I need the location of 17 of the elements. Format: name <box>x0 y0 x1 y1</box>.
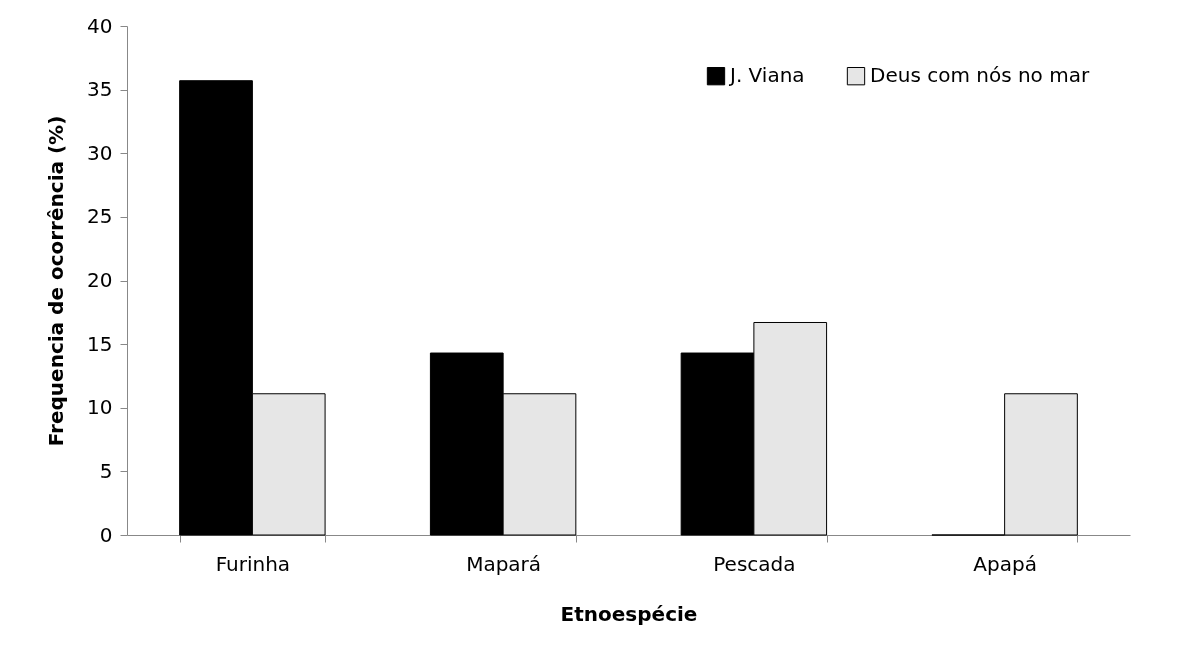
y-tick-label: 5 <box>99 458 113 483</box>
y-tick-label: 20 <box>87 268 113 292</box>
y-tick-label: 10 <box>87 395 113 420</box>
y-tick-label: 40 <box>87 13 113 38</box>
y-tick-label: 15 <box>87 331 113 356</box>
y-tick-label: 35 <box>87 77 113 102</box>
y-axis-title: Frequencia de ocorrência (%) <box>44 115 69 447</box>
y-tick-label: 30 <box>87 140 113 165</box>
x-tick-label: Apapá <box>973 551 1037 576</box>
legend-label: J. Viana <box>728 63 805 88</box>
x-axis-title: Etnoespécie <box>560 601 698 626</box>
y-tick-label: 0 <box>99 522 113 547</box>
y-tick-label: 25 <box>87 204 113 229</box>
legend-label: Deus com nós no mar <box>870 63 1090 88</box>
x-tick-label: Mapará <box>466 551 542 576</box>
x-tick-label: Pescada <box>713 551 796 576</box>
x-tick-label: Furinha <box>215 551 291 576</box>
